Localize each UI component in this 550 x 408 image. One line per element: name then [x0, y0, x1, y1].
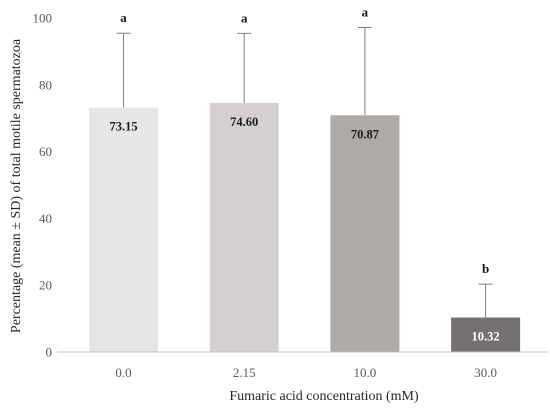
y-tick-label: 20	[39, 278, 52, 293]
bar	[89, 107, 158, 352]
bar	[209, 102, 279, 352]
significance-label: a	[120, 10, 127, 25]
x-tick-label: 2.15	[233, 365, 256, 380]
x-tick-label: 30.0	[474, 365, 497, 380]
y-tick-label: 100	[33, 11, 53, 26]
significance-label: a	[241, 10, 248, 25]
x-axis-title: Fumaric acid concentration (mM)	[229, 389, 419, 404]
x-tick-label: 0.0	[115, 365, 131, 380]
y-tick-label: 0	[46, 345, 53, 360]
data-label: 73.15	[109, 120, 137, 134]
data-label: 10.32	[472, 330, 500, 344]
x-tick-label: 10.0	[354, 365, 377, 380]
significance-label: a	[362, 4, 369, 19]
y-tick-label: 40	[39, 211, 52, 226]
y-axis-title: Percentage (mean ± SD) of total motile s…	[9, 38, 24, 333]
data-label: 74.60	[230, 115, 258, 129]
significance-label: b	[482, 261, 489, 276]
bar	[330, 115, 400, 353]
y-tick-label: 80	[39, 77, 52, 92]
y-tick-label: 60	[39, 144, 52, 159]
bar	[451, 317, 521, 352]
data-label: 70.87	[351, 127, 379, 141]
